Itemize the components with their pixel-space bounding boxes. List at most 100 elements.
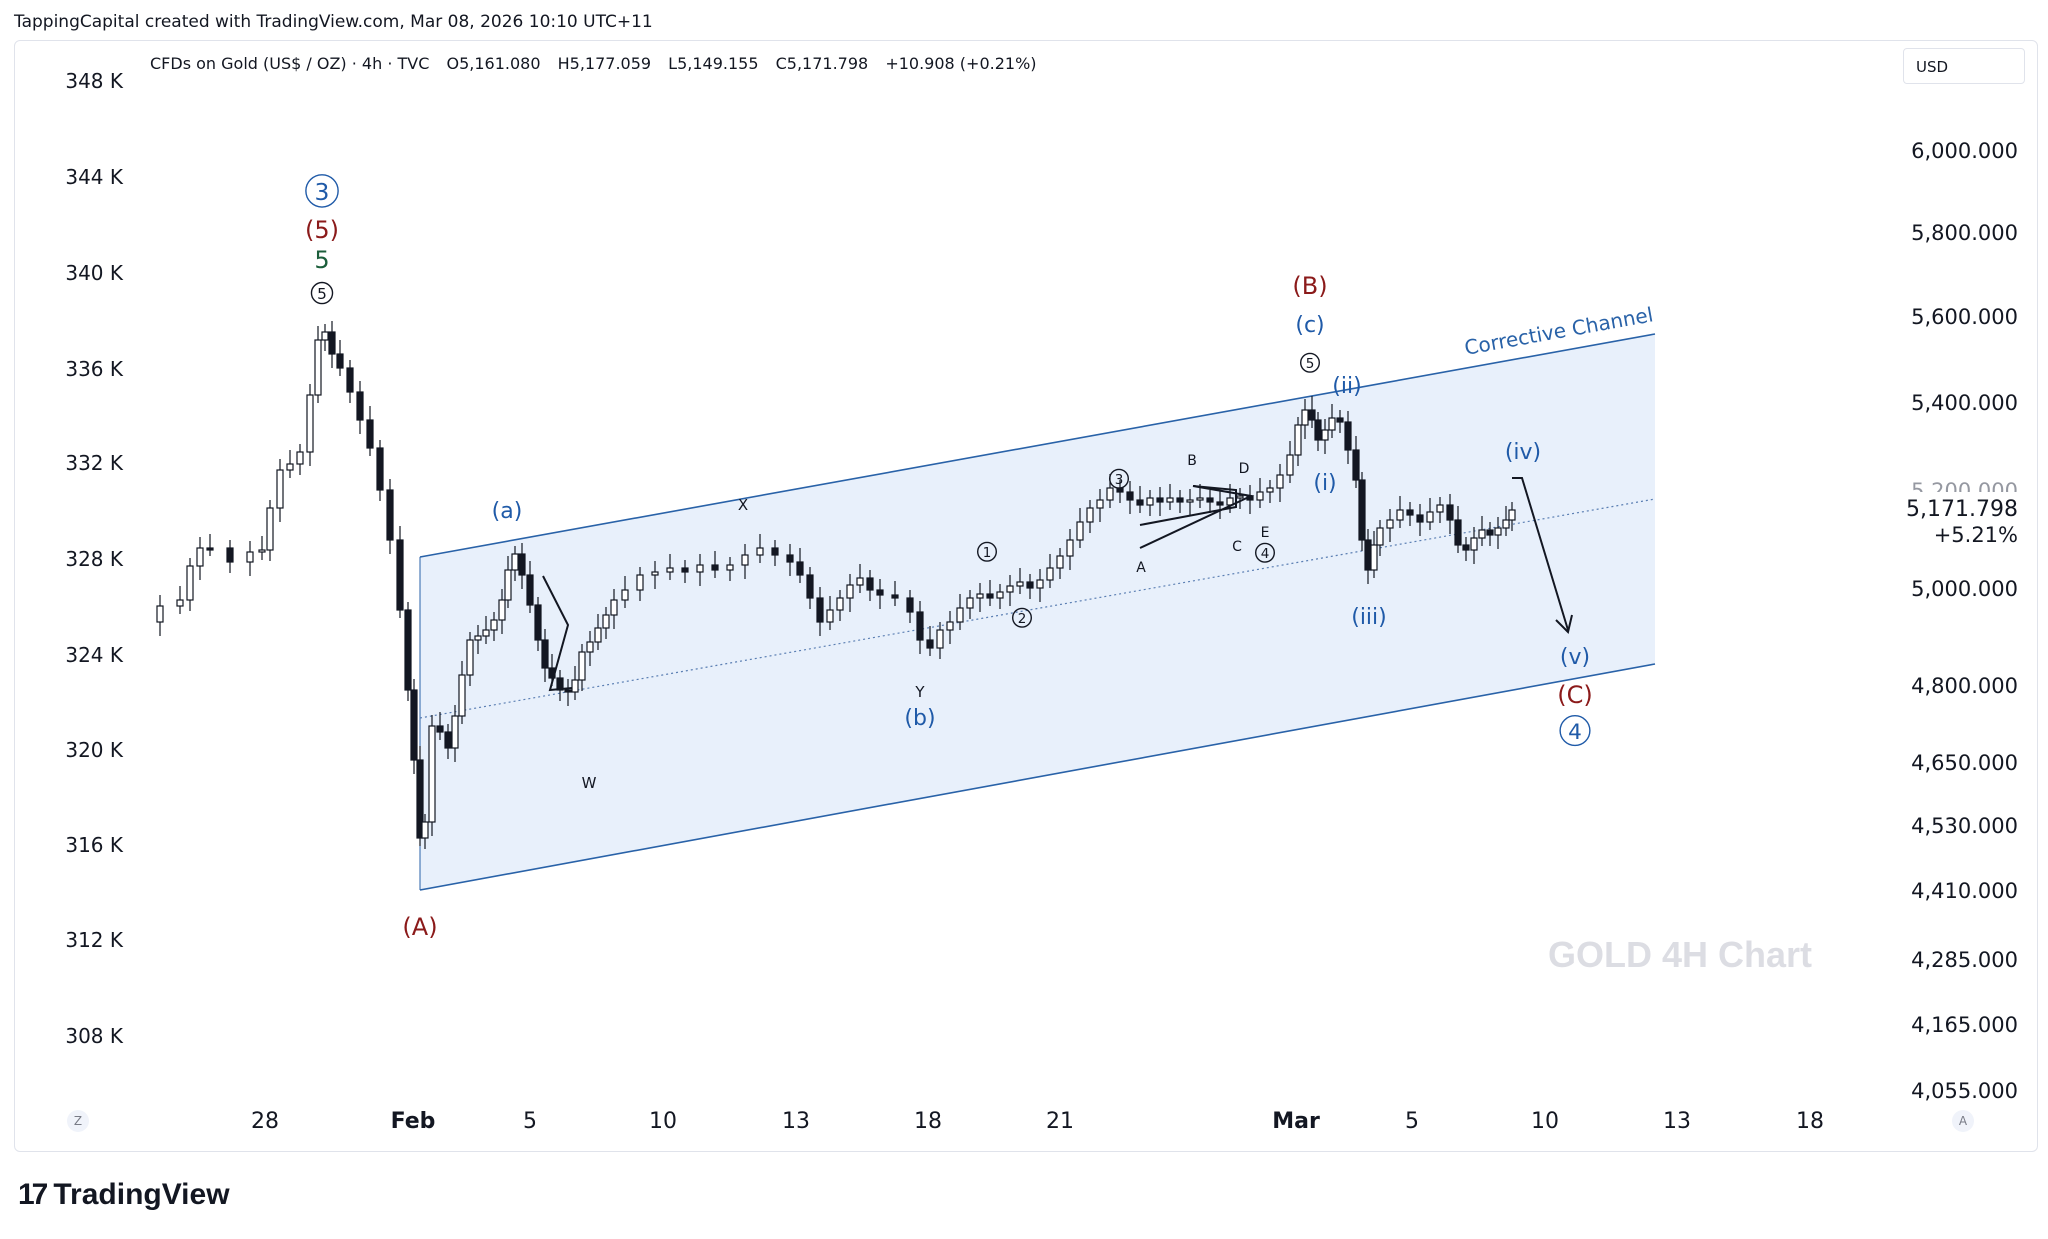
candle-body [518,553,526,576]
right-axis-tick-label: 6,000.000 [1911,139,2018,163]
candle-body [976,593,984,599]
wave-label: (C) [1557,681,1592,709]
candle-body [1314,419,1322,441]
candle-body [306,394,314,453]
wave-label-circle [1559,715,1591,747]
left-axis-tick-label: 324 K [65,643,124,667]
right-axis-tick-label: 5,400.000 [1911,391,2018,415]
wave-label: (v) [1560,645,1590,670]
candle-body [1166,497,1174,503]
candle-body [436,725,444,733]
wave-label: 4 [1261,546,1270,562]
candle-body [266,507,274,551]
log-scale-toggle[interactable]: Z [67,1110,89,1132]
wave-label: (iv) [1505,440,1541,465]
candle-body [796,561,804,576]
candle-body [474,635,482,641]
auto-scale-toggle[interactable]: A [1952,1110,1974,1132]
wave-label: E [1261,525,1270,541]
candle-body [771,547,779,556]
candle-body [1066,539,1074,557]
candle-body [1508,509,1516,521]
candle-body [1478,529,1486,539]
x-axis-tick-label: 13 [1663,1109,1691,1134]
candle-body [511,553,519,571]
symbol-legend: CFDs on Gold (US$ / OZ) · 4h · TVC O5,16… [150,54,1049,73]
candle-body [836,597,844,611]
symbol-name[interactable]: CFDs on Gold (US$ / OZ) · 4h · TVC [150,54,430,73]
candle-body [891,594,899,599]
candle-body [966,597,974,609]
candle-body [1436,504,1444,513]
wave-label-circle [977,541,998,562]
wave-label-circle [1012,607,1033,628]
left-axis-tick-label: 348 K [65,69,124,93]
chart-title-watermark: GOLD 4H Chart [1548,934,1813,975]
candle-body [681,567,689,573]
candle-body [314,339,322,396]
left-axis-tick-label: 336 K [65,357,124,381]
ohlc-close: C5,171.798 [775,54,869,73]
candle-body [421,821,429,839]
chart-credit: TappingCapital created with TradingView.… [14,12,653,32]
candle-body [826,609,834,623]
candle-body [846,584,854,599]
candle-body [1406,509,1414,516]
candle-body [1486,529,1494,536]
candle-body [621,589,629,601]
candle-body [276,469,284,509]
x-axis-tick-label: 18 [914,1109,942,1134]
wave-label: D [1239,461,1250,477]
candle-body [1446,504,1454,521]
last-price-label: 5,171.798 [1906,497,2018,522]
candle-body [1096,499,1104,509]
right-axis-tick-label: 5,000.000 [1911,577,2018,601]
candle-body [1321,429,1329,441]
candle-body [1454,519,1462,546]
currency-selector[interactable]: USD [1903,48,2025,84]
candle-body [186,565,194,601]
candle-body [571,679,579,693]
candle-body [1386,519,1394,529]
candle-body [651,571,659,576]
candle-body [396,539,404,611]
wave-label: Y [914,683,925,701]
candle-body [1370,544,1378,571]
wave-label: (b) [904,706,935,731]
left-axis-tick-label: 312 K [65,928,124,952]
candle-body [1006,585,1014,593]
wave-label: (a) [492,499,523,524]
x-axis-tick-label: 5 [523,1109,537,1134]
channel-lower-line [419,663,1656,891]
candle-body [666,567,674,573]
candle-body [466,639,474,676]
candle-body [1256,491,1264,501]
candle-body [1358,479,1366,541]
left-axis-tick-label: 320 K [65,738,124,762]
left-axis-tick-label: 308 K [65,1024,124,1048]
wave-label: (B) [1292,272,1327,300]
candle-body [986,593,994,599]
wave-label: (A) [402,913,437,941]
candle-body [482,629,490,637]
candle-body [258,549,266,553]
candle-body [1286,454,1294,476]
candle-body [206,547,214,551]
contracting-pattern-lines [542,575,573,692]
candle-body [386,489,394,541]
candle-body [1126,491,1134,501]
right-axis-tick-label: 4,650.000 [1911,751,2018,775]
wave-label: 3 [315,178,330,206]
candle-body [328,331,336,355]
left-axis-tick-label: 344 K [65,165,124,189]
candle-body [936,629,944,649]
left-axis-tick-label: 316 K [65,833,124,857]
candle-body [1186,499,1194,503]
tradingview-logo[interactable]: 17 TradingView [18,1178,230,1212]
wave-label: 2 [1018,611,1027,627]
wave-label: (c) [1295,313,1324,338]
candle-body [1056,555,1064,569]
x-axis-tick-label: 5 [1405,1109,1419,1134]
last-change-label: +5.21% [1934,523,2018,547]
